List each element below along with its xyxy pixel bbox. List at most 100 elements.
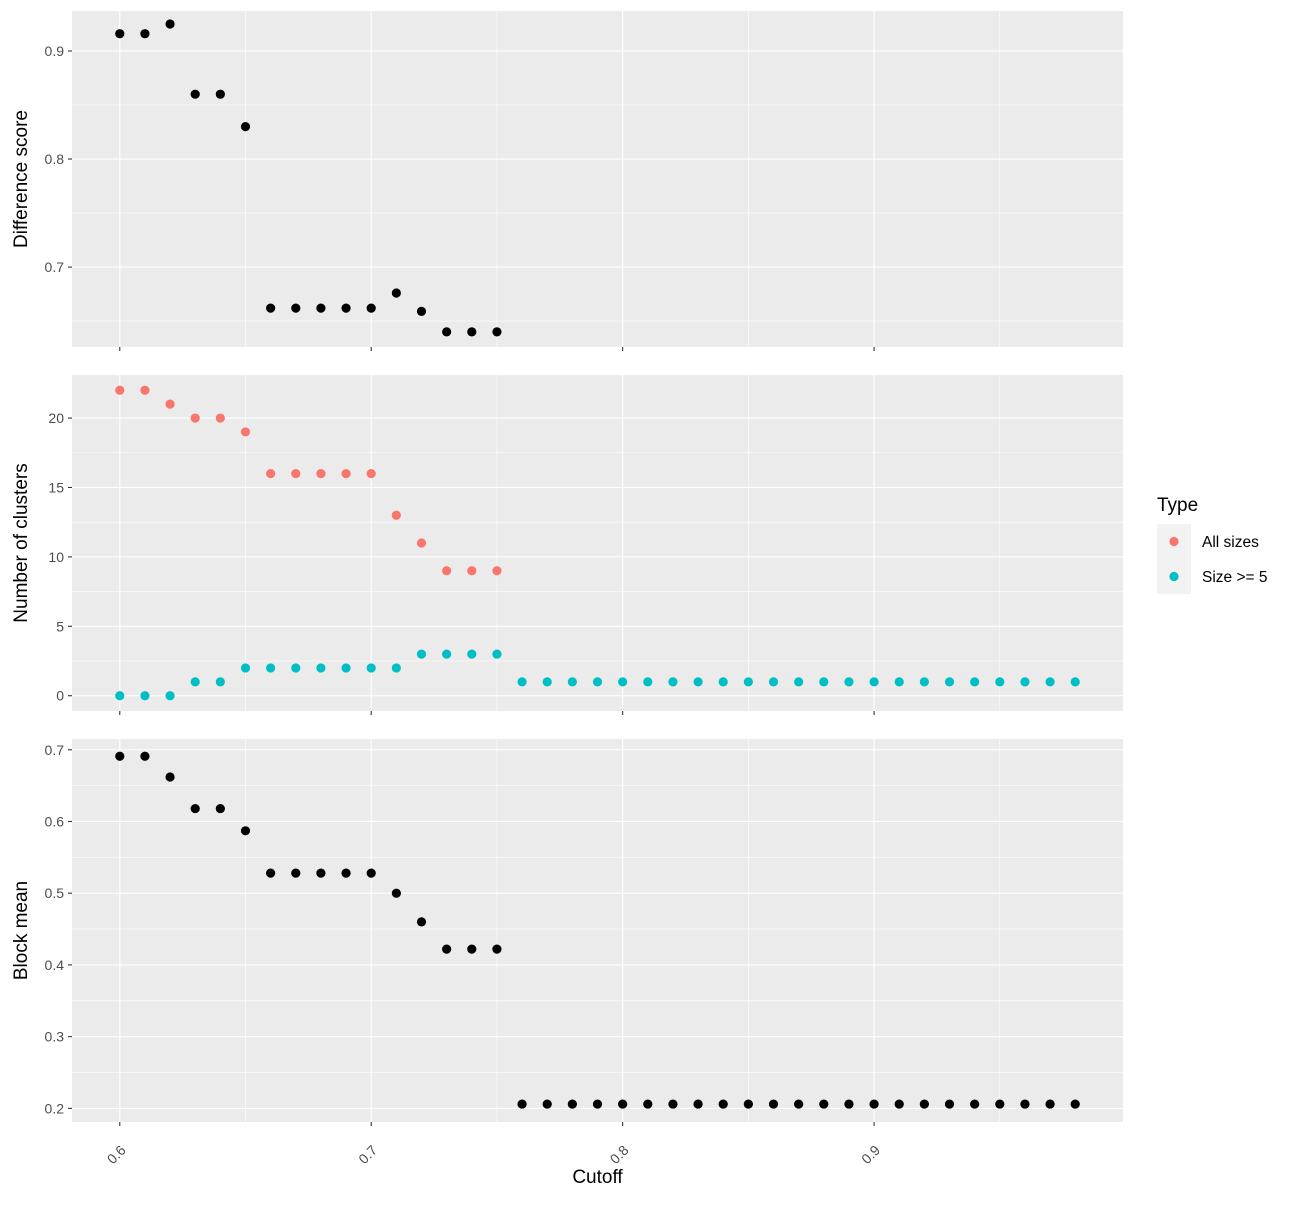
data-point [240, 663, 251, 673]
data-point [743, 1099, 753, 1109]
data-point [618, 677, 628, 687]
legend-label: All sizes [1202, 534, 1259, 551]
data-point [542, 677, 552, 687]
data-point [542, 1099, 552, 1109]
data-point [140, 751, 150, 761]
y-tick-label: 0 [56, 688, 64, 704]
data-point [592, 1099, 603, 1109]
data-point [592, 677, 603, 687]
data-point [718, 1099, 728, 1109]
data-point [140, 385, 150, 395]
data-point [819, 1099, 829, 1109]
x-tick-label: 0.9 [858, 1142, 883, 1167]
data-point [467, 944, 477, 954]
data-point [341, 868, 351, 878]
data-point [442, 649, 452, 659]
data-point [165, 399, 175, 409]
data-point [844, 677, 854, 687]
y-tick-label: 0.2 [45, 1100, 65, 1116]
data-point [266, 468, 276, 479]
data-point [970, 1099, 980, 1109]
data-point [115, 751, 125, 761]
y-tick-label: 0.4 [45, 957, 65, 973]
data-point [391, 510, 401, 520]
data-point [919, 1099, 929, 1109]
data-point [316, 663, 326, 673]
data-point [718, 677, 728, 687]
data-point [115, 691, 125, 701]
legend-marker [1169, 571, 1179, 582]
data-point [416, 649, 427, 659]
data-point [567, 1099, 577, 1109]
data-point [743, 677, 753, 687]
data-point [467, 566, 477, 576]
y-tick-label: 10 [48, 549, 64, 565]
data-point [442, 944, 452, 954]
data-point [844, 1099, 854, 1109]
data-point [894, 677, 904, 687]
legend: Type All sizes Size >= 5 [1157, 495, 1268, 594]
y-tick-label: 0.8 [45, 151, 65, 167]
data-point [467, 649, 477, 659]
x-tick-label: 0.7 [355, 1142, 380, 1167]
data-point [1070, 1099, 1080, 1109]
data-point [391, 663, 401, 673]
data-point [316, 868, 326, 878]
legend-marker [1169, 536, 1179, 547]
y-tick-label: 0.5 [45, 885, 65, 901]
data-point [190, 677, 200, 687]
data-point [341, 663, 351, 673]
data-point [215, 89, 225, 99]
data-point [366, 663, 376, 673]
data-point [316, 468, 326, 479]
y-tick-label: 5 [56, 618, 64, 634]
data-point [316, 303, 326, 313]
data-point [215, 803, 225, 814]
data-point [140, 691, 150, 701]
series-2 [115, 649, 1080, 701]
y-tick-label: 20 [48, 410, 64, 426]
x-tick-label: 0.6 [104, 1142, 129, 1167]
data-point [1045, 1099, 1055, 1109]
data-point [492, 649, 502, 659]
data-point [944, 677, 955, 687]
panel-background [72, 11, 1123, 347]
data-point [240, 826, 251, 836]
data-point [366, 303, 376, 313]
data-point [115, 385, 125, 395]
data-point [894, 1099, 904, 1109]
data-point [240, 427, 251, 437]
legend-label: Size >= 5 [1202, 569, 1268, 586]
data-point [341, 468, 351, 479]
data-point [291, 663, 301, 673]
data-point [970, 677, 980, 687]
data-point [190, 89, 200, 99]
data-point [919, 677, 929, 687]
data-point [442, 327, 452, 337]
series-1 [115, 385, 502, 576]
y-tick-label: 0.7 [45, 742, 65, 758]
y-tick-label: 0.3 [45, 1029, 65, 1045]
data-point [416, 538, 427, 548]
y-tick-label: 15 [48, 479, 64, 495]
data-point [115, 29, 125, 39]
data-point [768, 1099, 779, 1109]
data-point [266, 663, 276, 673]
series-1 [115, 751, 1080, 1109]
data-point [995, 677, 1005, 687]
panel-3: 0.2 0.3 0.4 0.5 0.6 0.7 Block mean 0.6 0.7 0.8 0.9 [11, 739, 1123, 1167]
data-point [416, 917, 427, 927]
data-point [1045, 677, 1055, 687]
data-point [165, 19, 175, 29]
legend-title: Type [1157, 495, 1198, 516]
data-point [517, 1099, 527, 1109]
data-point [693, 1099, 703, 1109]
data-point [819, 677, 829, 687]
data-point [693, 677, 703, 687]
data-point [391, 288, 401, 298]
data-point [366, 468, 376, 479]
data-point [165, 691, 175, 701]
data-point [266, 868, 276, 878]
